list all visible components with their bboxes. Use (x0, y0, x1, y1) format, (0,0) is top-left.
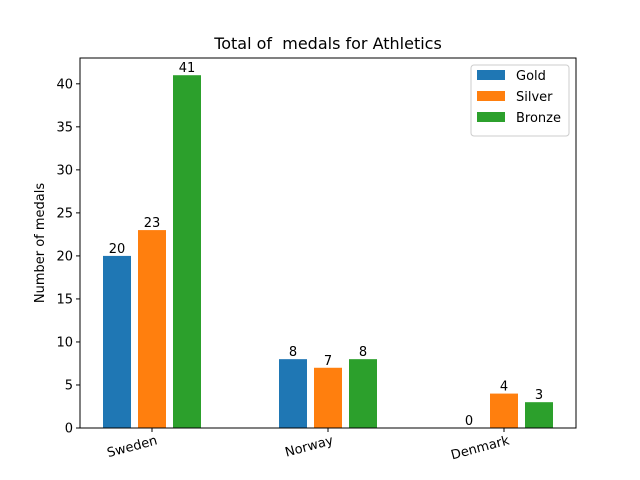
bar-gold (279, 359, 307, 428)
bar-gold (103, 255, 131, 428)
legend-label-gold: Gold (516, 69, 546, 84)
y-tick-label: 15 (56, 292, 73, 307)
plot-frame (79, 57, 577, 429)
x-tick-label: Denmark (449, 433, 511, 463)
bar-bronze (349, 359, 377, 428)
y-tick-label: 0 (65, 422, 73, 437)
chart-title: Total of medals for Athletics (213, 34, 442, 53)
data-label: 8 (359, 345, 367, 360)
bar-bronze (173, 75, 201, 429)
bar-silver (490, 393, 518, 428)
y-tick-label: 35 (56, 120, 73, 135)
y-tick-label: 40 (56, 77, 73, 92)
bar-silver (138, 230, 166, 428)
data-label: 23 (144, 216, 161, 231)
legend: Gold Silver Bronze (470, 64, 570, 137)
legend-label-silver: Silver (516, 90, 553, 105)
y-tick-label: 25 (56, 206, 73, 221)
data-label: 0 (465, 414, 473, 429)
y-tick-label: 30 (56, 163, 73, 178)
x-tick-label: Sweden (106, 433, 160, 461)
x-tick-label: Norway (284, 433, 336, 460)
legend-swatch-bronze (477, 112, 505, 122)
legend-label-bronze: Bronze (516, 111, 561, 126)
data-label: 8 (289, 345, 297, 360)
data-label: 3 (535, 388, 543, 403)
data-label: 20 (109, 242, 126, 257)
y-axis-label: Number of medals (33, 183, 48, 304)
y-tick-label: 5 (65, 378, 73, 393)
data-label: 4 (500, 380, 508, 395)
bar-silver (314, 367, 342, 428)
y-tick-label: 20 (56, 249, 73, 264)
plot-area: 0 5 10 15 20 25 30 35 40 20 23 41 Sweden 8 7 8 Norway 0 4 3… (56, 61, 553, 463)
legend-swatch-gold (477, 70, 505, 80)
y-tick-label: 10 (56, 335, 73, 350)
data-label: 41 (179, 61, 196, 76)
data-label: 7 (324, 354, 332, 369)
bar-bronze (525, 402, 553, 428)
legend-swatch-silver (477, 91, 505, 101)
